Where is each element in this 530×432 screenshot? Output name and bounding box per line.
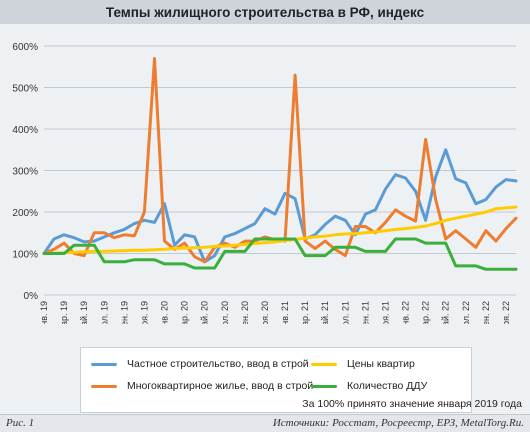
legend-item-ddu: Количество ДДУ	[311, 380, 427, 392]
title-bar: Темпы жилищного строительства в РФ, инде…	[0, 0, 530, 25]
series-line	[42, 237, 518, 271]
x-tick-label: янв. 19	[39, 301, 49, 324]
chart-title: Темпы жилищного строительства в РФ, инде…	[105, 4, 425, 20]
y-tick-label: 400%	[12, 125, 38, 136]
x-tick-label: сен. 20	[240, 301, 250, 324]
x-tick-label: июл. 21	[340, 301, 350, 324]
x-tick-label: июл. 22	[461, 301, 471, 324]
footnote: За 100% принято значение января 2019 год…	[302, 398, 522, 410]
figure-label: Рис. 1	[6, 417, 35, 429]
chart-frame: 0% 100% 200% 300% 400% 500% 600% янв. 19 мар. 19…	[0, 24, 530, 414]
source-note: Источники: Росстат, Росреестр, ЕРЗ, Meta…	[272, 417, 524, 429]
legend-swatch-apartments	[91, 384, 117, 388]
legend-swatch-prices	[311, 362, 337, 366]
legend-label-private: Частное строительство, ввод в строй	[127, 358, 309, 370]
y-tick-label: 300%	[12, 167, 38, 178]
x-tick-label: ноя. 21	[380, 301, 390, 324]
x-tick-label: июл. 19	[99, 301, 109, 324]
y-tick-label: 200%	[12, 208, 38, 219]
x-tick-label: май. 20	[200, 301, 210, 324]
legend-swatch-ddu	[311, 384, 337, 388]
x-tick-label: янв. 20	[160, 301, 170, 324]
legend: Частное строительство, ввод в строй Мног…	[80, 347, 472, 413]
y-tick-label: 500%	[12, 84, 38, 95]
legend-label-apartments: Многоквартирное жилье, ввод в строй	[127, 380, 314, 392]
x-tick-label: янв. 21	[280, 301, 290, 324]
legend-item-apartments: Многоквартирное жилье, ввод в строй	[91, 380, 313, 392]
x-tick-label: май. 22	[441, 301, 451, 324]
x-tick-label: ноя. 22	[501, 301, 511, 324]
x-tick-label: сен. 19	[119, 301, 129, 324]
legend-label-prices: Цены квартир	[347, 358, 415, 370]
x-tick-label: сен. 21	[360, 301, 370, 324]
legend-item-prices: Цены квартир	[311, 358, 415, 370]
x-tick-label: ноя. 19	[139, 301, 149, 324]
x-tick-label: ноя. 20	[260, 301, 270, 324]
x-tick-label: мар. 19	[59, 301, 69, 324]
legend-item-private: Частное строительство, ввод в строй	[91, 358, 309, 370]
x-tick-label: янв. 22	[401, 301, 411, 324]
x-tick-label: май. 21	[320, 301, 330, 324]
legend-swatch-private	[91, 362, 117, 366]
x-tick-label: мар. 20	[180, 301, 190, 324]
x-tick-label: май. 19	[79, 301, 89, 324]
x-tick-label: сен. 22	[481, 301, 491, 324]
caption-bar: Рис. 1 Источники: Росстат, Росреестр, ЕР…	[0, 414, 530, 432]
x-tick-label: мар. 22	[421, 301, 431, 324]
line-chart: 0% 100% 200% 300% 400% 500% 600% янв. 19 мар. 19…	[12, 42, 518, 324]
y-tick-label: 0%	[24, 291, 39, 302]
series-line	[42, 205, 518, 255]
x-tick-label: мар. 21	[300, 301, 310, 324]
y-tick-label: 100%	[12, 250, 38, 261]
x-tick-label: июл. 20	[220, 301, 230, 324]
series-line	[42, 148, 518, 264]
y-tick-label: 600%	[12, 42, 38, 53]
legend-label-ddu: Количество ДДУ	[347, 380, 428, 392]
